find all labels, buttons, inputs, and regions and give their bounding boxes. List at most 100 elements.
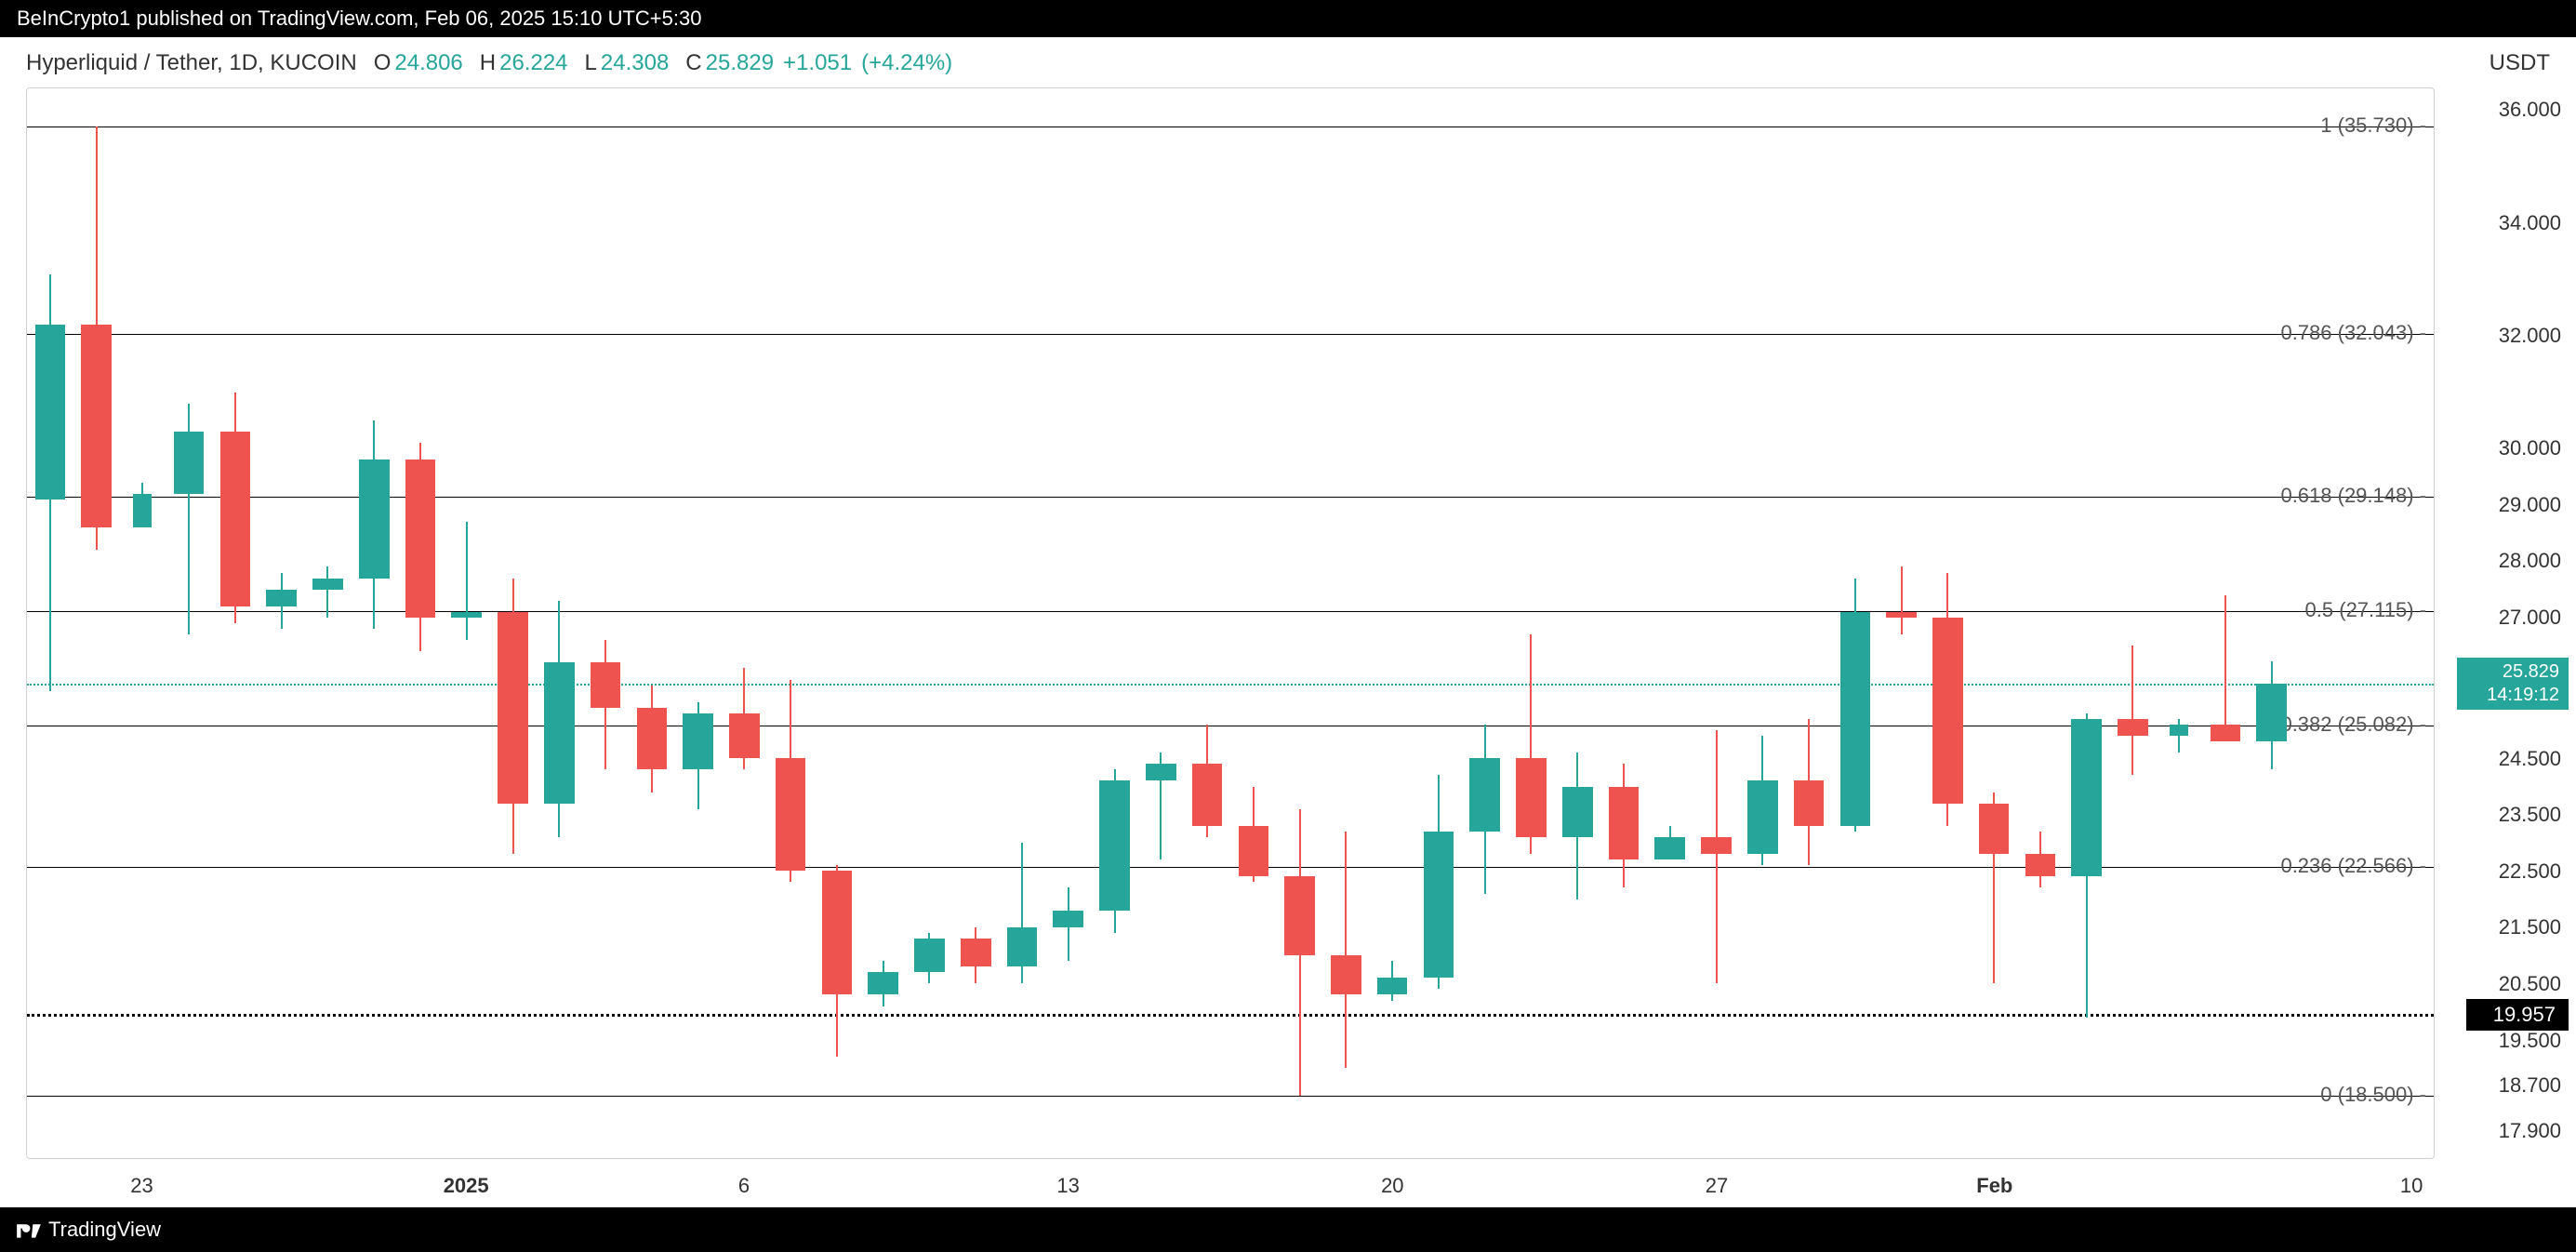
candle[interactable] bbox=[957, 88, 995, 1158]
candle[interactable] bbox=[170, 88, 208, 1158]
price-tag: 25.82914:19:12 bbox=[2457, 658, 2569, 710]
candle-body bbox=[2118, 719, 2148, 736]
candle[interactable] bbox=[2067, 88, 2105, 1158]
candle[interactable] bbox=[1651, 88, 1689, 1158]
y-tick-label: 32.000 bbox=[2499, 324, 2561, 348]
candle[interactable] bbox=[447, 88, 485, 1158]
candle-body bbox=[174, 432, 205, 494]
candle[interactable] bbox=[1142, 88, 1180, 1158]
candle[interactable] bbox=[1327, 88, 1365, 1158]
candle[interactable] bbox=[2252, 88, 2291, 1158]
x-tick-label: 23 bbox=[130, 1174, 153, 1198]
candle[interactable] bbox=[772, 88, 810, 1158]
candle-body bbox=[729, 713, 760, 758]
candle[interactable] bbox=[1975, 88, 2013, 1158]
candle[interactable] bbox=[1049, 88, 1087, 1158]
candle-body bbox=[1701, 837, 1732, 854]
candle[interactable] bbox=[632, 88, 671, 1158]
candle-body bbox=[776, 758, 806, 871]
candle[interactable] bbox=[818, 88, 856, 1158]
candle-body bbox=[544, 662, 575, 803]
candle[interactable] bbox=[2168, 88, 2191, 1158]
candle-body bbox=[1794, 780, 1825, 825]
candle[interactable] bbox=[1605, 88, 1643, 1158]
candle[interactable] bbox=[1095, 88, 1134, 1158]
candle-body bbox=[220, 432, 251, 606]
o-value: 24.806 bbox=[394, 50, 462, 76]
candle-wick bbox=[326, 566, 328, 617]
candle[interactable] bbox=[131, 88, 154, 1158]
candle[interactable] bbox=[1234, 88, 1272, 1158]
candle-body bbox=[266, 590, 297, 606]
candle-body bbox=[1192, 764, 1223, 826]
y-tick-label: 36.000 bbox=[2499, 98, 2561, 122]
candle[interactable] bbox=[77, 88, 115, 1158]
candle[interactable] bbox=[1790, 88, 1828, 1158]
y-tick-label: 17.900 bbox=[2499, 1119, 2561, 1143]
x-axis[interactable]: 2320256132027Feb10 bbox=[26, 1163, 2435, 1207]
candle[interactable] bbox=[402, 88, 440, 1158]
candle[interactable] bbox=[1003, 88, 1042, 1158]
candle-body bbox=[498, 612, 528, 804]
o-label: O bbox=[374, 50, 392, 76]
l-value: 24.308 bbox=[601, 50, 669, 76]
candle[interactable] bbox=[1281, 88, 1319, 1158]
candle-body bbox=[133, 494, 152, 527]
y-tick-label: 18.700 bbox=[2499, 1073, 2561, 1098]
x-tick-label: 2025 bbox=[444, 1174, 489, 1198]
candle-body bbox=[1284, 876, 1315, 955]
plot-pane[interactable]: 1 (35.730) -0.786 (32.043) -0.618 (29.14… bbox=[26, 87, 2435, 1159]
tv-logo-icon bbox=[17, 1220, 41, 1239]
candle[interactable] bbox=[679, 88, 717, 1158]
candle[interactable] bbox=[725, 88, 764, 1158]
h-label: H bbox=[480, 50, 496, 76]
candle-body bbox=[1099, 780, 1130, 910]
candle[interactable] bbox=[1188, 88, 1227, 1158]
fib-label: 0.5 (27.115) - bbox=[2305, 598, 2426, 622]
candle-body bbox=[1979, 804, 2010, 854]
y-axis[interactable]: USDT 36.00034.00032.00030.00029.00028.00… bbox=[2438, 87, 2569, 1159]
candle[interactable] bbox=[355, 88, 393, 1158]
candle[interactable] bbox=[262, 88, 300, 1158]
candle-body bbox=[1469, 758, 1500, 832]
change-value: +1.051 bbox=[783, 50, 852, 76]
candle[interactable] bbox=[2022, 88, 2060, 1158]
candle[interactable] bbox=[309, 88, 347, 1158]
ohlc-bar: Hyperliquid / Tether, 1D, KUCOIN O24.806… bbox=[0, 37, 2576, 84]
h-value: 26.224 bbox=[499, 50, 567, 76]
candle[interactable] bbox=[31, 88, 69, 1158]
candle-body bbox=[1886, 612, 1917, 618]
candle-wick bbox=[2224, 595, 2226, 741]
candle[interactable] bbox=[1929, 88, 1967, 1158]
candle-body bbox=[451, 612, 482, 618]
candle[interactable] bbox=[1420, 88, 1458, 1158]
candle-body bbox=[1377, 978, 1408, 994]
candle[interactable] bbox=[1559, 88, 1597, 1158]
candle[interactable] bbox=[1374, 88, 1412, 1158]
candle[interactable] bbox=[1882, 88, 1920, 1158]
candle[interactable] bbox=[864, 88, 902, 1158]
candle-body bbox=[591, 662, 621, 707]
symbol-title[interactable]: Hyperliquid / Tether, 1D, KUCOIN bbox=[26, 50, 357, 76]
candle[interactable] bbox=[217, 88, 255, 1158]
candle[interactable] bbox=[2114, 88, 2152, 1158]
candle-wick bbox=[1716, 730, 1718, 983]
candle[interactable] bbox=[1744, 88, 1782, 1158]
candle[interactable] bbox=[1697, 88, 1735, 1158]
y-tick-label: 20.500 bbox=[2499, 972, 2561, 996]
candle-body bbox=[2170, 725, 2188, 736]
candle[interactable] bbox=[540, 88, 578, 1158]
chart-area[interactable]: 1 (35.730) -0.786 (32.043) -0.618 (29.14… bbox=[0, 84, 2576, 1163]
candle[interactable] bbox=[1836, 88, 1874, 1158]
candle[interactable] bbox=[494, 88, 532, 1158]
candle[interactable] bbox=[910, 88, 949, 1158]
x-tick-label: 13 bbox=[1056, 1174, 1079, 1198]
candle[interactable] bbox=[587, 88, 625, 1158]
candle-wick bbox=[1901, 566, 1903, 634]
candle[interactable] bbox=[2207, 88, 2245, 1158]
candle[interactable] bbox=[1466, 88, 1504, 1158]
x-tick-label: 20 bbox=[1381, 1174, 1403, 1198]
y-tick-label: 34.000 bbox=[2499, 211, 2561, 235]
candle[interactable] bbox=[1512, 88, 1550, 1158]
candle-body bbox=[822, 871, 853, 994]
